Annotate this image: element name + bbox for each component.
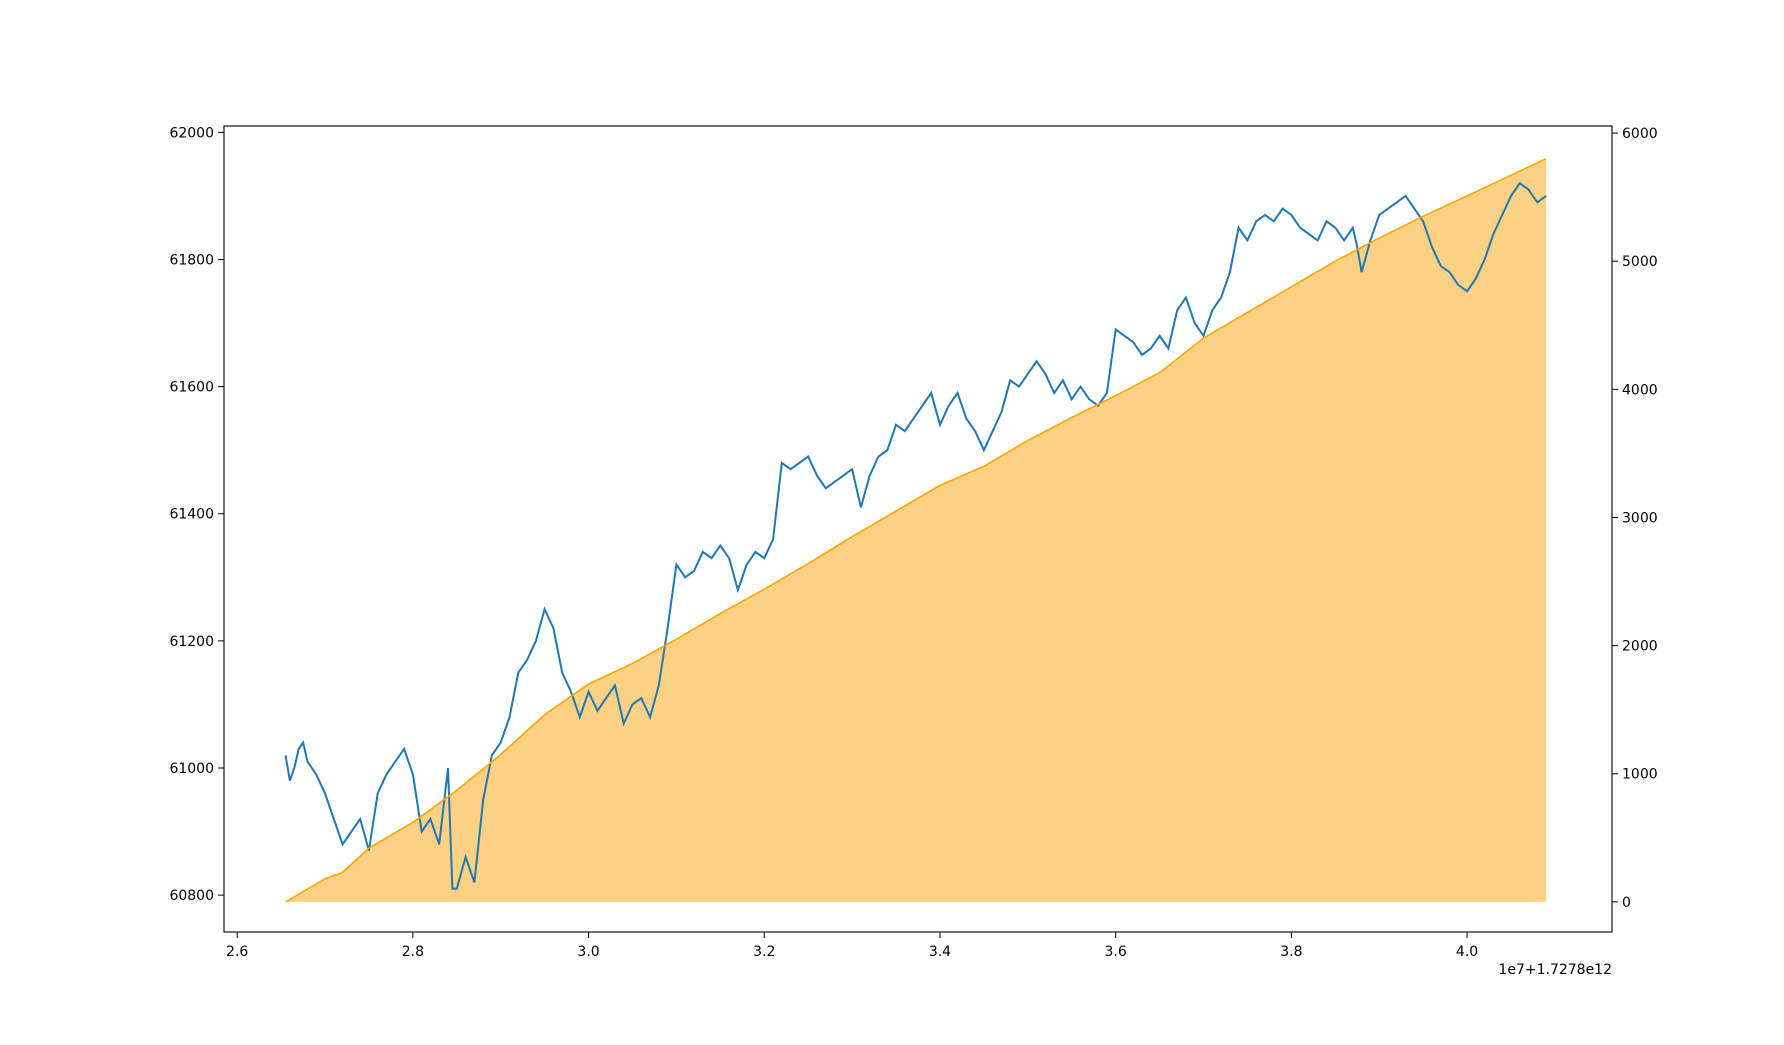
y-right-tick-label: 6000: [1622, 126, 1658, 142]
price-series-line: [284, 181, 1547, 890]
x-tick-label: 3.8: [1280, 944, 1302, 960]
x-tick-label: 2.6: [226, 944, 248, 960]
x-tick-label: 2.8: [402, 944, 424, 960]
x-axis-offset-label: 1e7+1.7278e12: [1498, 962, 1612, 978]
y-left-tick-label: 61800: [169, 252, 214, 268]
cumulative-area-fill: [285, 158, 1547, 902]
x-tick-label: 3.6: [1105, 944, 1127, 960]
y-right-tick-label: 1000: [1622, 767, 1658, 783]
y-left-tick-label: 61000: [169, 761, 214, 777]
y-left-tick-label: 61400: [169, 507, 214, 523]
y-axis-right: 0 1000 2000 3000 4000 5000 6000: [1612, 126, 1658, 911]
y-left-tick-label: 61600: [169, 380, 214, 396]
y-right-tick-label: 4000: [1622, 382, 1658, 398]
y-right-tick-label: 5000: [1622, 254, 1658, 270]
y-right-tick-label: 3000: [1622, 510, 1658, 526]
plot-area: [284, 157, 1547, 903]
y-left-tick-label: 62000: [169, 125, 214, 141]
y-axis-left: 60800 61000 61200 61400 61600 61800 62000: [169, 125, 224, 904]
x-tick-label: 3.0: [577, 944, 599, 960]
y-left-tick-label: 61200: [169, 634, 214, 650]
axes-frame: [223, 125, 1613, 933]
y-left-tick-label: 60800: [169, 888, 214, 904]
cumulative-area-line: [285, 157, 1547, 903]
x-tick-label: 3.2: [753, 944, 775, 960]
x-tick-label: 3.4: [929, 944, 951, 960]
x-axis: 2.6 2.8 3.0 3.2 3.4 3.6 3.8 4.0: [226, 932, 1478, 960]
x-tick-label: 4.0: [1456, 944, 1478, 960]
y-right-tick-label: 2000: [1622, 639, 1658, 655]
y-right-tick-label: 0: [1622, 895, 1631, 911]
